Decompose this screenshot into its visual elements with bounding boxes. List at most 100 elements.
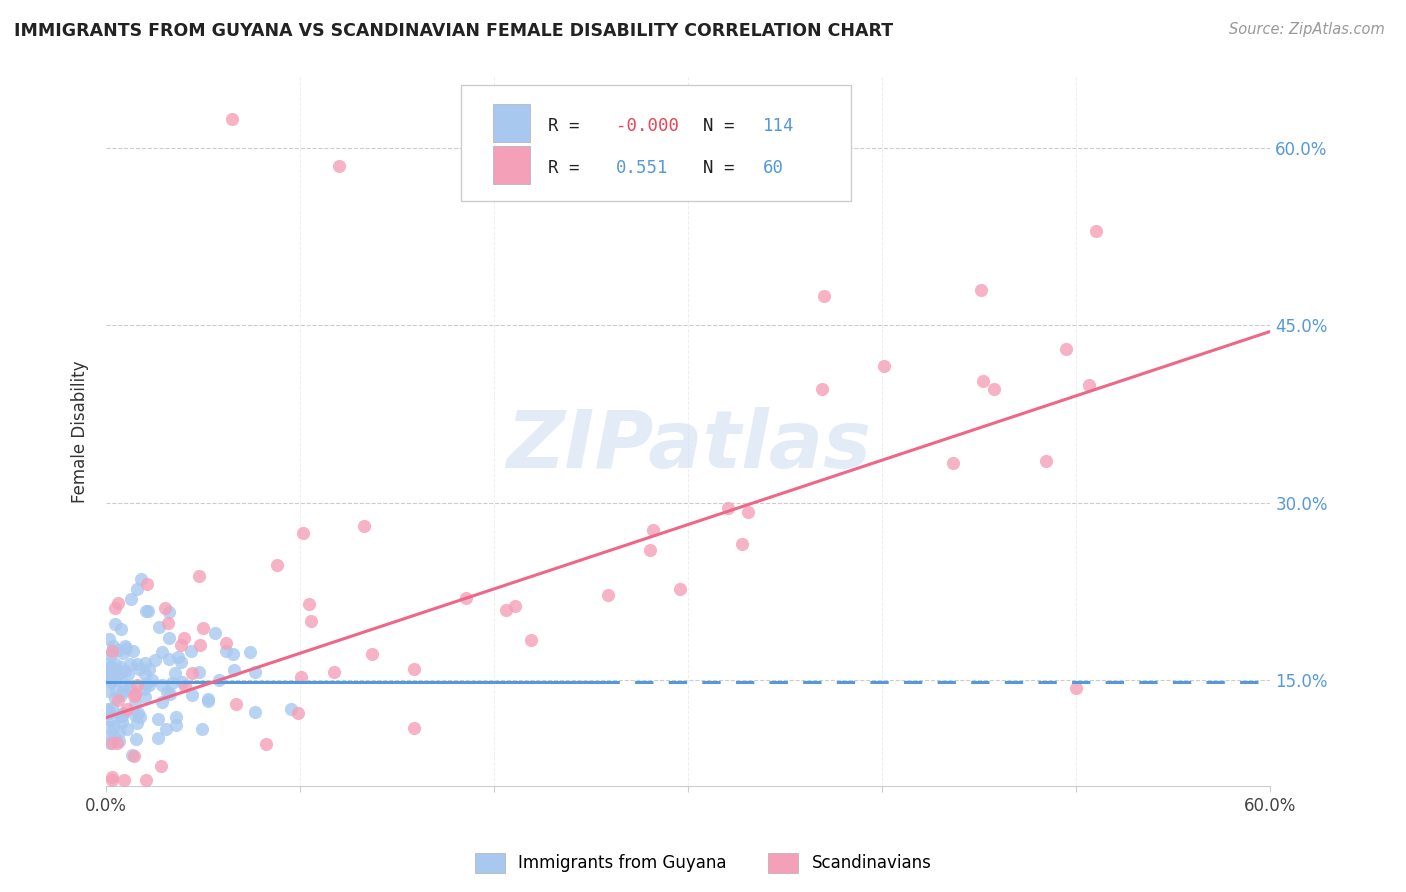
Point bbox=[104, 616, 127, 631]
Point bbox=[180, 644, 202, 658]
Point bbox=[111, 706, 134, 720]
Point bbox=[150, 759, 173, 773]
Point bbox=[136, 576, 159, 591]
Point bbox=[104, 668, 127, 682]
Point bbox=[731, 537, 754, 551]
Point bbox=[97, 702, 120, 716]
Point bbox=[353, 519, 375, 533]
Point bbox=[215, 636, 238, 650]
Point bbox=[141, 673, 163, 687]
Point bbox=[107, 643, 129, 657]
Point bbox=[638, 543, 661, 558]
Point bbox=[225, 697, 247, 711]
Point bbox=[128, 710, 150, 724]
Point bbox=[222, 647, 245, 661]
Text: R =: R = bbox=[548, 159, 591, 178]
Point bbox=[115, 722, 138, 736]
Point bbox=[110, 708, 132, 723]
FancyBboxPatch shape bbox=[492, 146, 530, 185]
Point bbox=[969, 283, 991, 297]
Text: -0.000: -0.000 bbox=[616, 117, 679, 135]
Point bbox=[114, 639, 136, 653]
Point bbox=[128, 662, 150, 676]
Point bbox=[97, 632, 120, 646]
Point bbox=[188, 569, 211, 583]
Text: Source: ZipAtlas.com: Source: ZipAtlas.com bbox=[1229, 22, 1385, 37]
Point bbox=[873, 359, 896, 373]
Point bbox=[191, 621, 214, 635]
Point bbox=[117, 702, 139, 716]
Point bbox=[197, 694, 219, 708]
Point bbox=[111, 707, 134, 722]
Point bbox=[1064, 681, 1087, 695]
Point bbox=[1054, 342, 1077, 356]
Point bbox=[105, 684, 128, 698]
Point bbox=[596, 589, 619, 603]
Point bbox=[127, 706, 149, 720]
Point bbox=[97, 664, 120, 678]
Point bbox=[107, 692, 129, 706]
Point bbox=[134, 682, 156, 697]
Point bbox=[101, 639, 124, 653]
Point bbox=[100, 736, 122, 750]
Point bbox=[134, 690, 156, 704]
Point bbox=[160, 676, 183, 690]
Point bbox=[173, 631, 195, 645]
Point bbox=[104, 673, 127, 687]
Point bbox=[124, 697, 146, 711]
Point bbox=[100, 644, 122, 658]
Point bbox=[239, 645, 262, 659]
Point bbox=[519, 632, 541, 647]
Point bbox=[124, 707, 146, 722]
Point bbox=[125, 732, 148, 747]
Point bbox=[135, 676, 157, 690]
FancyBboxPatch shape bbox=[461, 85, 851, 202]
Point bbox=[181, 666, 204, 681]
Point bbox=[103, 669, 125, 683]
Point bbox=[641, 524, 664, 538]
Point bbox=[810, 382, 832, 396]
Point bbox=[100, 770, 122, 784]
Point bbox=[104, 657, 127, 672]
Point bbox=[107, 596, 129, 610]
Point bbox=[148, 731, 170, 745]
Point bbox=[159, 687, 181, 701]
Point bbox=[124, 687, 146, 701]
Point bbox=[172, 675, 194, 690]
Point bbox=[1035, 454, 1057, 468]
Point bbox=[148, 712, 170, 726]
Text: 60: 60 bbox=[762, 159, 783, 178]
Point bbox=[290, 670, 312, 684]
Point bbox=[166, 709, 188, 723]
Point bbox=[100, 773, 122, 788]
Point bbox=[167, 650, 190, 665]
Point bbox=[134, 666, 156, 681]
Point bbox=[737, 505, 759, 519]
Point bbox=[110, 665, 132, 680]
Point bbox=[110, 622, 132, 636]
Y-axis label: Female Disability: Female Disability bbox=[72, 360, 89, 503]
Point bbox=[299, 614, 322, 628]
Point bbox=[107, 734, 129, 748]
Point bbox=[495, 602, 517, 616]
Point bbox=[135, 604, 157, 618]
Point bbox=[101, 668, 124, 682]
Point bbox=[292, 526, 315, 541]
Point bbox=[97, 657, 120, 672]
Text: IMMIGRANTS FROM GUYANA VS SCANDINAVIAN FEMALE DISABILITY CORRELATION CHART: IMMIGRANTS FROM GUYANA VS SCANDINAVIAN F… bbox=[14, 22, 893, 40]
Point bbox=[114, 664, 136, 678]
Point bbox=[170, 639, 193, 653]
Point bbox=[454, 591, 477, 606]
Point bbox=[813, 289, 835, 303]
Point bbox=[153, 601, 176, 615]
Point bbox=[136, 603, 159, 617]
Text: R =: R = bbox=[548, 117, 591, 135]
Point bbox=[125, 582, 148, 596]
Point bbox=[157, 632, 180, 646]
Point bbox=[97, 720, 120, 734]
Point bbox=[114, 678, 136, 692]
Point bbox=[402, 721, 425, 735]
Point bbox=[138, 678, 160, 692]
Point bbox=[323, 665, 346, 680]
Point bbox=[118, 681, 141, 696]
